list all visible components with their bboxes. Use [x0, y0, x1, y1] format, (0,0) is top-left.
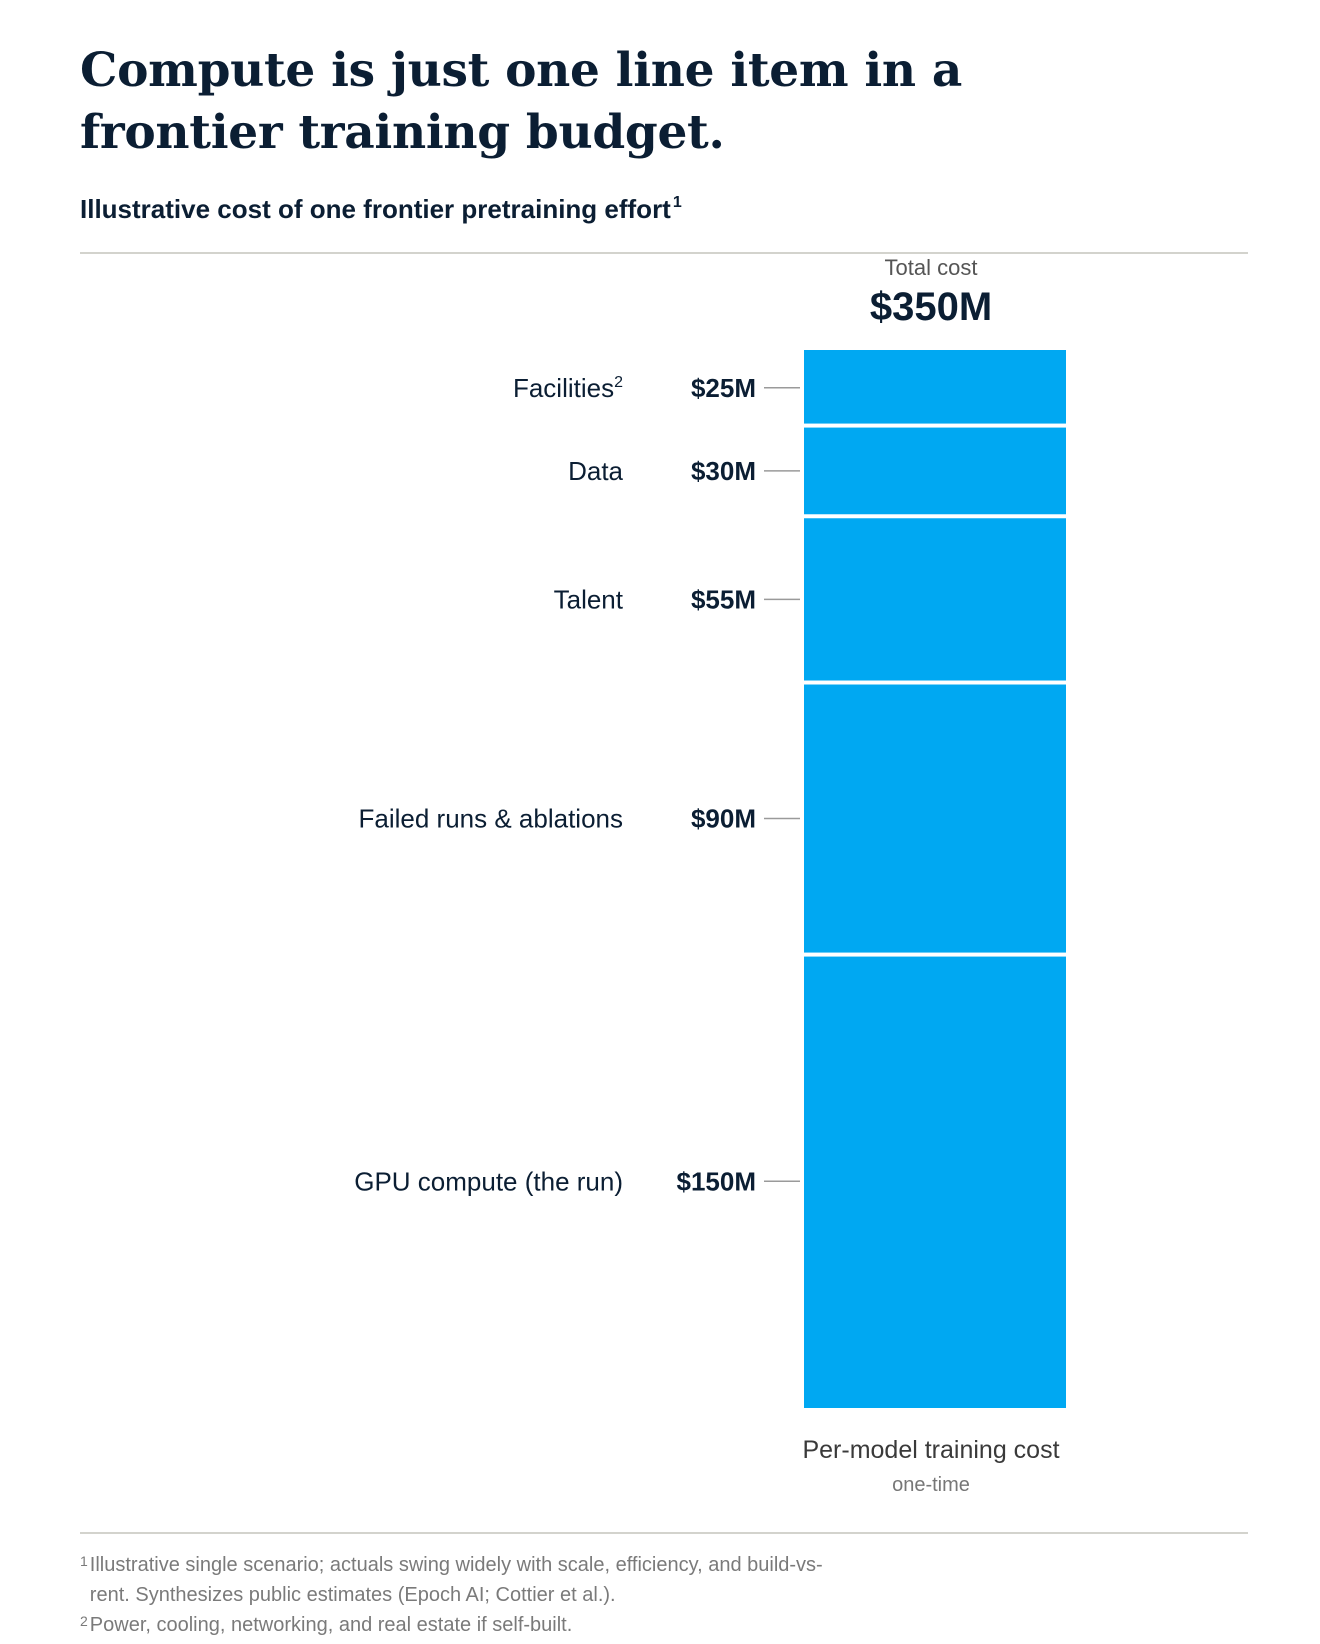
footnote-mark-1: 1	[672, 194, 682, 211]
chart-title: Compute is just one line item in a front…	[80, 43, 963, 160]
footnotes: 1 Illustrative single scenario; actuals …	[80, 1550, 1240, 1640]
total-cost-value: $350M	[869, 285, 993, 329]
footnote-2: 2 Power, cooling, networking, and real e…	[80, 1610, 1240, 1640]
category-label-gpu-compute-the-run: GPU compute (the run)	[354, 1166, 623, 1196]
footnote-2-mark: 2	[80, 1613, 88, 1629]
total-cost-label: Total cost	[884, 255, 978, 280]
chart-subtitle-text: Illustrative cost of one frontier pretra…	[80, 194, 671, 224]
bar-segment-data	[804, 427, 1066, 515]
footnote-2-text: Power, cooling, networking, and real est…	[89, 1614, 573, 1636]
bar-segment-gpu-compute-the-run	[804, 956, 1066, 1408]
category-label-data: Data	[568, 456, 623, 486]
bottom-divider	[80, 1532, 1248, 1534]
value-label-facilities: $25M	[691, 373, 756, 403]
x-axis-sublabel: one-time	[892, 1474, 970, 1496]
footnote-1: 1 Illustrative single scenario; actuals …	[80, 1550, 1240, 1610]
bar-segment-failed-runs-ablations	[804, 684, 1066, 953]
category-label-talent: Talent	[554, 584, 624, 614]
chart-subtitle: Illustrative cost of one frontier pretra…	[80, 193, 682, 225]
value-label-data: $30M	[691, 456, 756, 486]
value-label-gpu-compute-the-run: $150M	[677, 1166, 757, 1196]
value-label-talent: $55M	[691, 584, 756, 614]
category-footnote-mark-facilities: 2	[614, 374, 623, 391]
bar-segment-facilities	[804, 350, 1066, 424]
category-label-failed-runs-ablations: Failed runs & ablations	[359, 804, 623, 834]
value-label-failed-runs-ablations: $90M	[691, 804, 756, 834]
category-label-facilities: Facilities2	[513, 373, 623, 403]
footnote-1-mark: 1	[80, 1553, 88, 1569]
x-axis-label: Per-model training cost	[802, 1436, 1060, 1464]
footnote-1-text: Illustrative single scenario; actuals sw…	[89, 1554, 823, 1606]
bar-segment-talent	[804, 518, 1066, 681]
top-divider	[80, 252, 1248, 254]
